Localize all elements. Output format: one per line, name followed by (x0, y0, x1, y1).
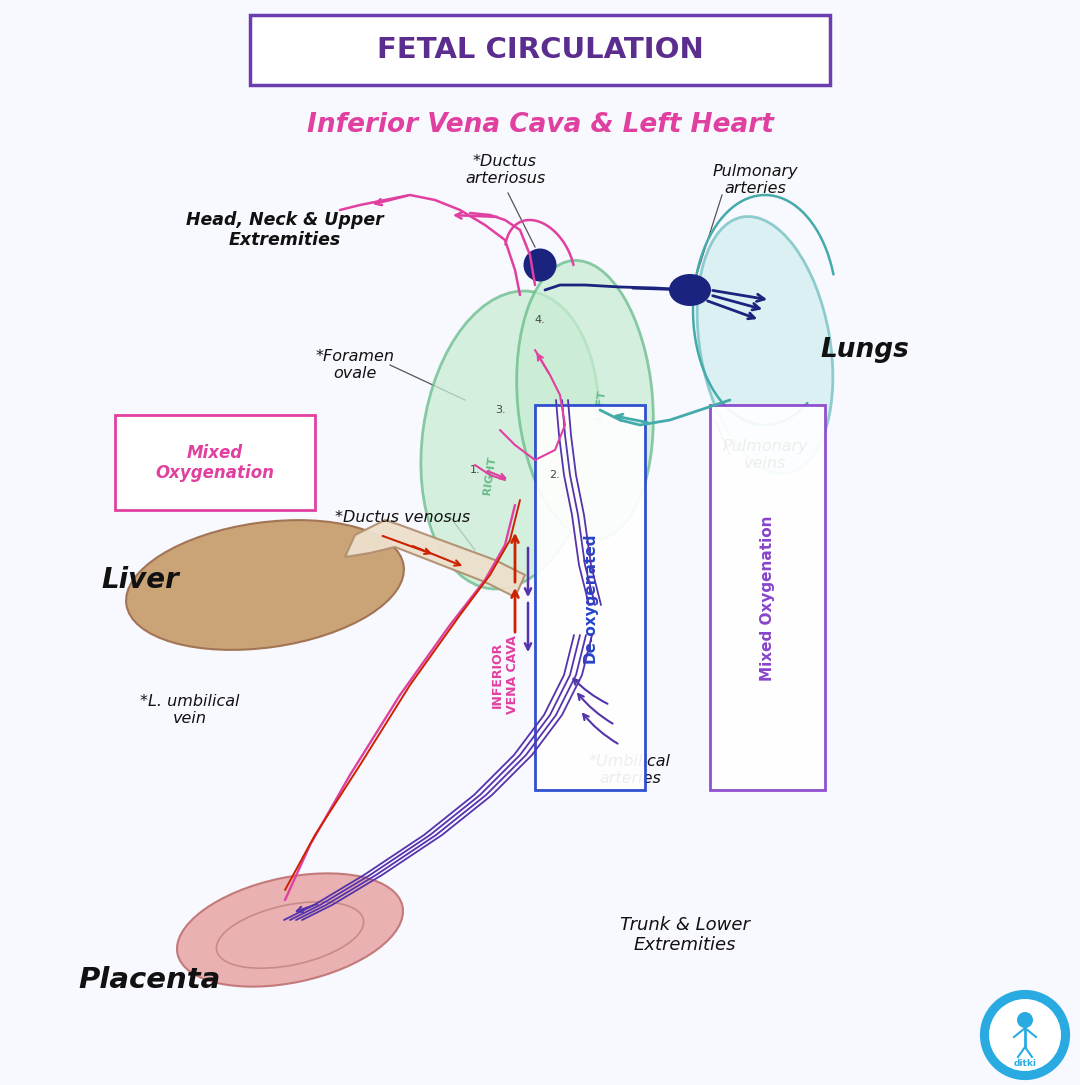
Text: De-oxygenated: De-oxygenated (582, 533, 597, 663)
Circle shape (1017, 1012, 1032, 1027)
Text: *L. umbilical
vein: *L. umbilical vein (140, 693, 240, 726)
Ellipse shape (697, 217, 833, 473)
Ellipse shape (421, 291, 599, 589)
Text: Mixed Oxygenation: Mixed Oxygenation (760, 515, 775, 680)
Text: 3.: 3. (495, 405, 505, 414)
Text: *Ductus venosus: *Ductus venosus (335, 510, 470, 524)
Text: RIGHT: RIGHT (483, 456, 498, 495)
Ellipse shape (524, 248, 556, 281)
Text: INFERIOR
VENA CAVA: INFERIOR VENA CAVA (491, 636, 519, 714)
Ellipse shape (669, 275, 711, 306)
Text: 2.: 2. (550, 470, 561, 480)
Text: *Foramen
ovale: *Foramen ovale (315, 348, 394, 381)
Text: Trunk & Lower
Extremities: Trunk & Lower Extremities (620, 916, 750, 955)
Circle shape (989, 999, 1061, 1071)
Text: Pulmonary
arteries: Pulmonary arteries (712, 164, 798, 196)
Text: Head, Neck & Upper
Extremities: Head, Neck & Upper Extremities (186, 210, 383, 250)
Ellipse shape (177, 873, 403, 986)
Text: Mixed
Oxygenation: Mixed Oxygenation (156, 444, 274, 483)
Text: 4.: 4. (535, 315, 545, 326)
Text: ditki: ditki (1013, 1059, 1037, 1068)
Text: 1.: 1. (470, 465, 481, 475)
Circle shape (982, 992, 1068, 1078)
Text: Liver: Liver (102, 566, 179, 593)
FancyBboxPatch shape (710, 405, 825, 790)
Text: FETAL CIRCULATION: FETAL CIRCULATION (377, 36, 703, 64)
FancyBboxPatch shape (535, 405, 645, 790)
Text: *Ductus
arteriosus: *Ductus arteriosus (464, 154, 545, 187)
Text: Pulmonary
veins: Pulmonary veins (723, 438, 808, 471)
Text: Lungs: Lungs (821, 337, 909, 363)
Ellipse shape (126, 520, 404, 650)
FancyBboxPatch shape (249, 15, 831, 85)
Text: Inferior Vena Cava & Left Heart: Inferior Vena Cava & Left Heart (307, 112, 773, 138)
Ellipse shape (516, 260, 653, 539)
Text: Placenta: Placenta (79, 966, 221, 994)
Polygon shape (345, 520, 525, 597)
Text: *Umbilical
arteries: *Umbilical arteries (589, 754, 671, 787)
Text: LEFT: LEFT (593, 390, 607, 421)
FancyBboxPatch shape (114, 414, 315, 510)
